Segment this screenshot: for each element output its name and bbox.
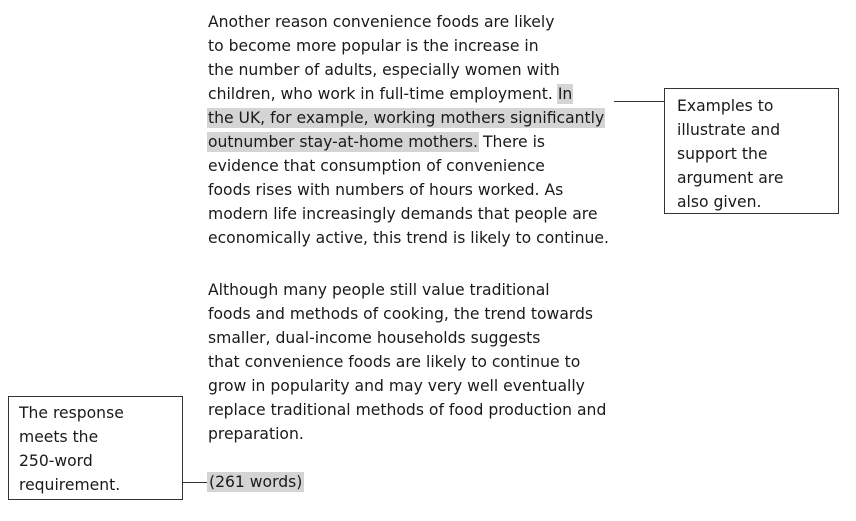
essay-line: Although many people still value traditi… (208, 281, 550, 299)
annotation-line: meets the (19, 428, 99, 446)
essay-line: preparation. (208, 425, 304, 443)
essay-line: to become more popular is the increase i… (208, 37, 539, 55)
annotation-word-requirement: The response meets the 250-word requirem… (8, 396, 183, 500)
essay-line-text: children, who work in full-time employme… (208, 85, 558, 103)
essay-line: the UK, for example, working mothers sig… (208, 106, 648, 130)
annotation-connector-examples (614, 101, 664, 102)
essay-line: smaller, dual-income households suggests (208, 329, 541, 347)
annotation-line: argument are (677, 169, 784, 187)
essay-line: modern life increasingly demands that pe… (208, 205, 598, 223)
essay-line: economically active, this trend is likel… (208, 229, 609, 247)
annotation-line: also given. (677, 193, 762, 211)
annotation-line: illustrate and (677, 121, 781, 139)
highlighted-example-end: outnumber stay-at-home mothers. (208, 133, 479, 151)
annotation-examples: Examples to illustrate and support the a… (664, 88, 839, 214)
annotation-line: The response (19, 404, 124, 422)
essay-line: children, who work in full-time employme… (208, 82, 648, 106)
highlighted-example-start: In (557, 85, 573, 103)
essay-line: grow in popularity and may very well eve… (208, 377, 585, 395)
essay-line: outnumber stay-at-home mothers. There is (208, 130, 648, 154)
essay-paragraph-2: Although many people still value traditi… (208, 278, 648, 446)
essay-line-text: There is (478, 133, 546, 151)
essay-line: the number of adults, especially women w… (208, 61, 560, 79)
annotation-line: support the (677, 145, 768, 163)
essay-paragraph-1: Another reason convenience foods are lik… (208, 10, 648, 250)
essay-line: foods and methods of cooking, the trend … (208, 305, 594, 323)
annotation-line: 250-word (19, 452, 93, 470)
essay-line: replace traditional methods of food prod… (208, 401, 607, 419)
essay-line: foods rises with numbers of hours worked… (208, 181, 564, 199)
word-count: (261 words) (208, 470, 304, 494)
word-count-text: (261 words) (208, 473, 304, 491)
highlighted-example: the UK, for example, working mothers sig… (208, 109, 605, 127)
essay-line: Another reason convenience foods are lik… (208, 13, 555, 31)
annotation-line: Examples to (677, 97, 774, 115)
annotation-connector-word-requirement (183, 482, 207, 483)
annotation-line: requirement. (19, 476, 121, 494)
essay-line: that convenience foods are likely to con… (208, 353, 581, 371)
essay-line: evidence that consumption of convenience (208, 157, 545, 175)
